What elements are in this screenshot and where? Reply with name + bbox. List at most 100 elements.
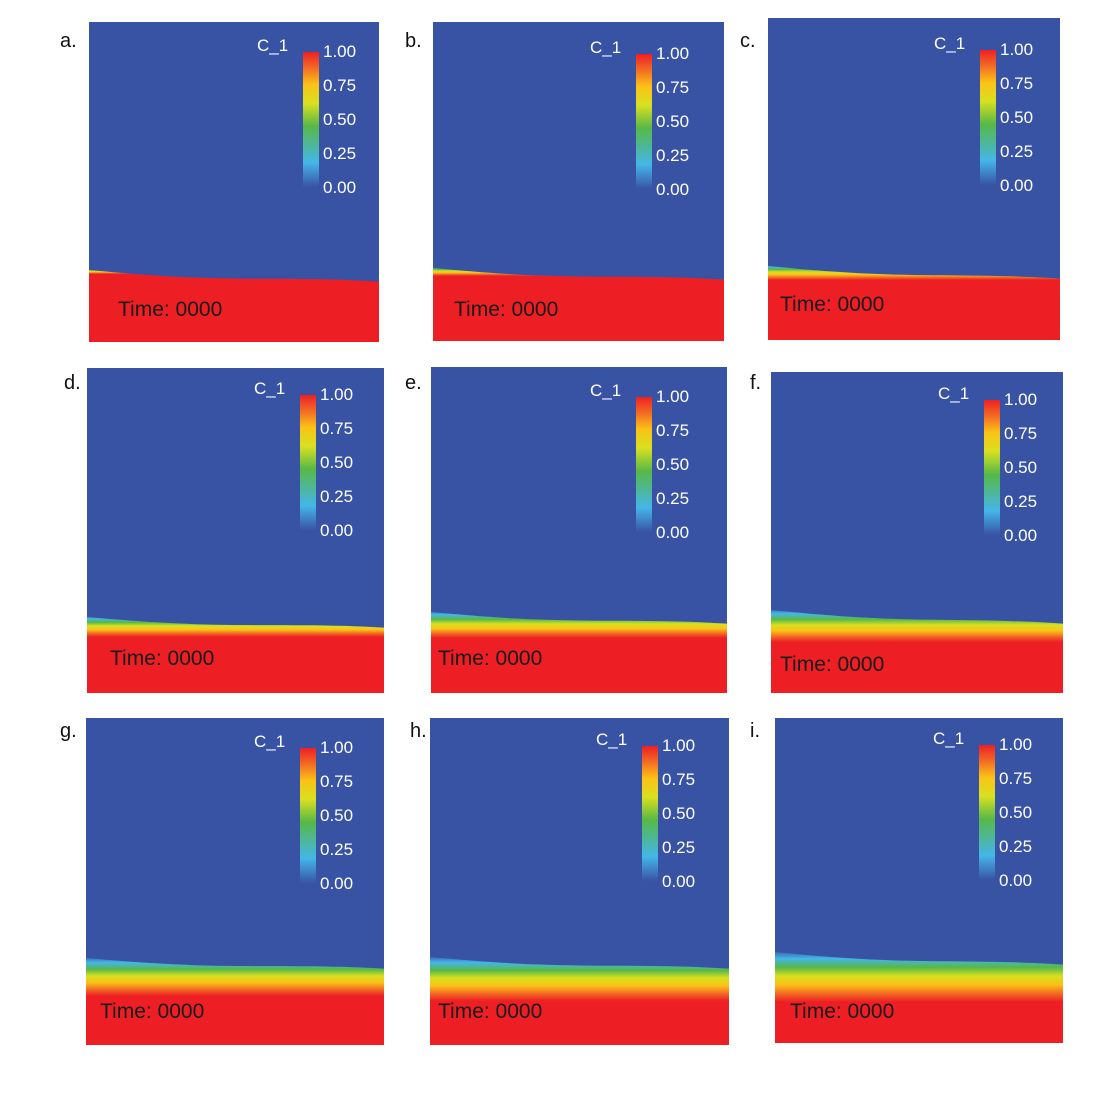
colorbar-tick-label: 0.00: [999, 871, 1033, 890]
colorbar-title: C_1: [933, 729, 965, 748]
panel-label: g.: [60, 720, 77, 742]
colorbar-tick-label: 1.00: [1000, 40, 1034, 59]
colorbar-tick-label: 0.75: [1000, 74, 1034, 93]
colorbar: [642, 746, 658, 881]
colorbar-tick-label: 0.50: [656, 455, 690, 474]
panel-label: b.: [405, 30, 422, 52]
colorbar-tick-label: 0.50: [662, 804, 696, 823]
colorbar-tick-label: 0.50: [1004, 458, 1038, 477]
colorbar-title: C_1: [254, 732, 286, 751]
colorbar-tick-label: 0.25: [320, 487, 354, 506]
colorbar-tick-label: 0.75: [320, 419, 354, 438]
colorbar-tick-label: 0.75: [656, 78, 690, 97]
colorbar: [984, 400, 1000, 535]
field-panel: C_1 1.00 0.75 0.50 0.25 0.00 Time: 0000: [86, 718, 384, 1045]
panel-label: a.: [60, 30, 77, 52]
colorbar-tick-label: 0.25: [656, 489, 690, 508]
dense-phase-region: [768, 266, 1060, 340]
colorbar-tick-label: 0.00: [1000, 176, 1034, 195]
colorbar-tick-label: 0.00: [320, 874, 354, 893]
colorbar-title: C_1: [934, 34, 966, 53]
colorbar-tick-label: 1.00: [320, 385, 354, 404]
field-panel: C_1 1.00 0.75 0.50 0.25 0.00 Time: 0000: [430, 718, 729, 1045]
panel-label: c.: [740, 30, 756, 52]
colorbar-tick-label: 0.50: [320, 806, 354, 825]
colorbar: [303, 52, 319, 187]
colorbar-tick-label: 1.00: [662, 736, 696, 755]
time-stamp: Time: 0000: [780, 653, 885, 676]
colorbar: [300, 748, 316, 883]
colorbar-tick-label: 0.75: [1004, 424, 1038, 443]
colorbar-tick-label: 0.00: [656, 523, 690, 542]
field-panel: C_1 1.00 0.75 0.50 0.25 0.00 Time: 0000: [431, 367, 727, 693]
panel-label: i.: [750, 720, 760, 742]
colorbar-tick-label: 0.75: [999, 769, 1033, 788]
colorbar-tick-label: 0.75: [662, 770, 696, 789]
concentration-field: [89, 270, 379, 342]
time-stamp: Time: 0000: [438, 647, 543, 670]
colorbar: [980, 50, 996, 185]
field-panel: C_1 1.00 0.75 0.50 0.25 0.00 Time: 0000: [775, 718, 1063, 1043]
colorbar: [636, 397, 652, 532]
concentration-field: [86, 958, 384, 1045]
colorbar-tick-label: 0.00: [323, 178, 357, 197]
time-stamp: Time: 0000: [780, 293, 885, 316]
colorbar: [979, 745, 995, 880]
colorbar-tick-label: 1.00: [320, 738, 354, 757]
concentration-field: [431, 612, 727, 693]
concentration-field: [768, 266, 1060, 340]
field-panel: C_1 1.00 0.75 0.50 0.25 0.00 Time: 0000: [771, 372, 1063, 693]
dense-phase-region: [433, 268, 724, 341]
dense-phase-region: [430, 957, 729, 1045]
time-stamp: Time: 0000: [454, 298, 559, 321]
colorbar-tick-label: 0.25: [323, 144, 357, 163]
colorbar-title: C_1: [938, 384, 970, 403]
concentration-field: [775, 952, 1063, 1043]
colorbar-title: C_1: [590, 38, 622, 57]
panel-label: d.: [64, 372, 81, 394]
colorbar-tick-label: 0.75: [320, 772, 354, 791]
colorbar-tick-label: 0.00: [1004, 526, 1038, 545]
colorbar-tick-label: 0.75: [656, 421, 690, 440]
colorbar-tick-label: 0.25: [999, 837, 1033, 856]
colorbar-tick-label: 0.50: [320, 453, 354, 472]
field-panel: C_1 1.00 0.75 0.50 0.25 0.00 Time: 0000: [768, 18, 1060, 340]
time-stamp: Time: 0000: [110, 647, 215, 670]
field-panel: C_1 1.00 0.75 0.50 0.25 0.00 Time: 0000: [87, 368, 384, 693]
dense-phase-region: [775, 952, 1063, 1043]
concentration-field: [771, 610, 1063, 693]
dense-phase-region: [86, 958, 384, 1045]
time-stamp: Time: 0000: [790, 1000, 895, 1023]
colorbar: [300, 395, 316, 530]
colorbar-tick-label: 0.50: [1000, 108, 1034, 127]
colorbar-tick-label: 0.25: [662, 838, 696, 857]
colorbar-tick-label: 0.25: [1000, 142, 1034, 161]
colorbar-tick-label: 0.25: [656, 146, 690, 165]
panel-label: h.: [410, 720, 427, 742]
colorbar: [636, 54, 652, 189]
colorbar-tick-label: 1.00: [656, 44, 690, 63]
colorbar-tick-label: 0.25: [1004, 492, 1038, 511]
field-panel: C_1 1.00 0.75 0.50 0.25 0.00 Time: 0000: [433, 22, 724, 341]
colorbar-tick-label: 0.50: [656, 112, 690, 131]
panel-label: e.: [405, 372, 422, 394]
colorbar-tick-label: 1.00: [323, 42, 357, 61]
panel-label: f.: [750, 372, 762, 394]
colorbar-tick-label: 1.00: [656, 387, 690, 406]
time-stamp: Time: 0000: [438, 1000, 543, 1023]
concentration-field: [87, 617, 384, 693]
colorbar-tick-label: 0.00: [662, 872, 696, 891]
colorbar-tick-label: 0.25: [320, 840, 354, 859]
colorbar-tick-label: 1.00: [1004, 390, 1038, 409]
colorbar-title: C_1: [590, 381, 622, 400]
time-stamp: Time: 0000: [118, 298, 223, 321]
colorbar-tick-label: 0.00: [656, 180, 690, 199]
colorbar-tick-label: 0.50: [999, 803, 1033, 822]
concentration-field: [433, 268, 724, 341]
colorbar-tick-label: 1.00: [999, 735, 1033, 754]
time-stamp: Time: 0000: [100, 1000, 205, 1023]
colorbar-tick-label: 0.50: [323, 110, 357, 129]
field-panel: C_1 1.00 0.75 0.50 0.25 0.00 Time: 0000: [89, 22, 379, 342]
dense-phase-region: [87, 617, 384, 693]
dense-phase-region: [89, 270, 379, 342]
